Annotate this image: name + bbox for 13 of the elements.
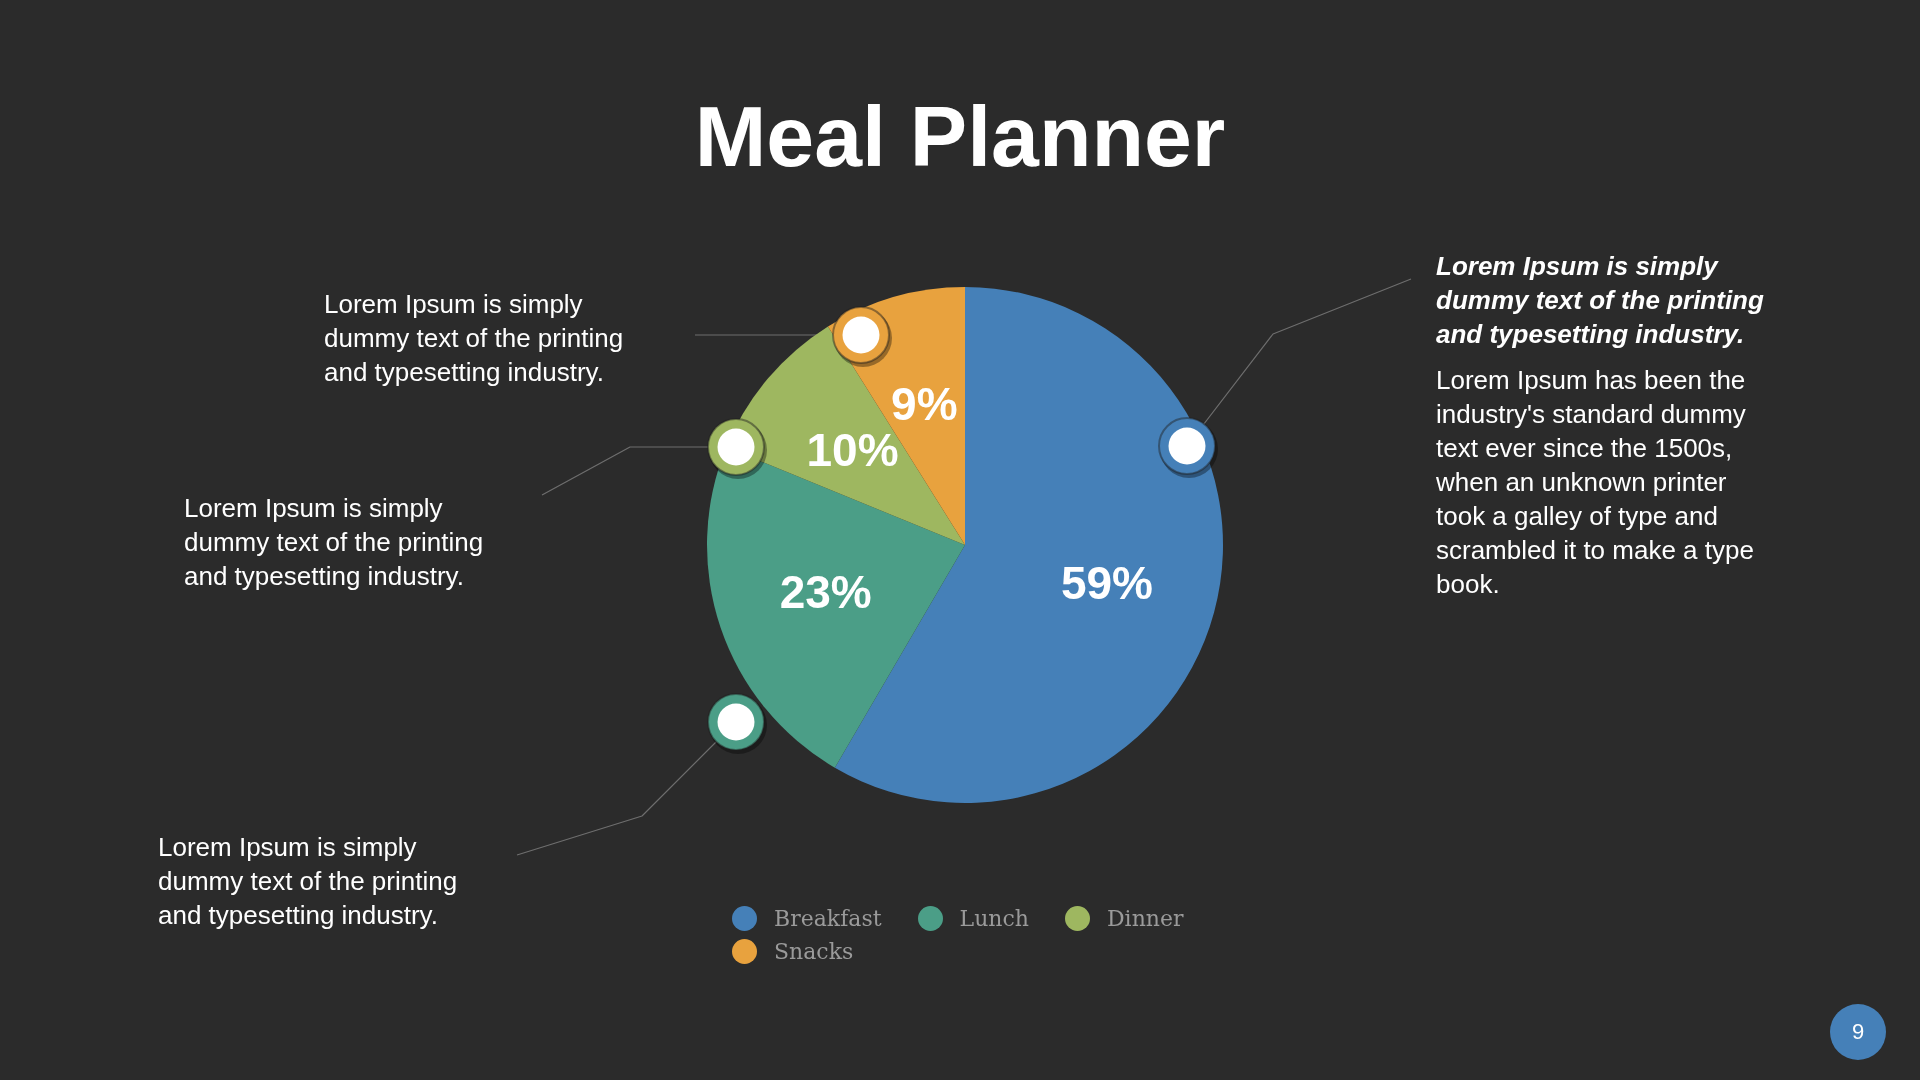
legend-label: Snacks	[774, 938, 854, 964]
text: 9	[1850, 1018, 1866, 1046]
text: Lorem Ipsum is simply dummy text of the printing and typesetting industry.	[324, 288, 625, 389]
chart-title: Meal Planner	[694, 88, 1226, 184]
legend-label: Dinner	[1106, 905, 1184, 931]
text: Lorem Ipsum is simply dummy text of the printing and typesetting industry.	[1436, 250, 1765, 351]
data-label: 23%	[779, 566, 872, 619]
legend-label: Lunch	[959, 905, 1029, 931]
data-label: 59%	[1060, 557, 1153, 610]
text: Lorem Ipsum is simply dummy text of the printing and typesetting industry.	[158, 831, 459, 932]
text: Lorem Ipsum has been the industry's standard dummy text ever since the 1500s, when an unknown printer took a galley of type and scrambled it to make a type book.	[1436, 364, 1755, 601]
legend-label: Breakfast	[774, 905, 882, 931]
text: Lorem Ipsum is simply dummy text of the printing and typesetting industry.	[184, 492, 485, 593]
